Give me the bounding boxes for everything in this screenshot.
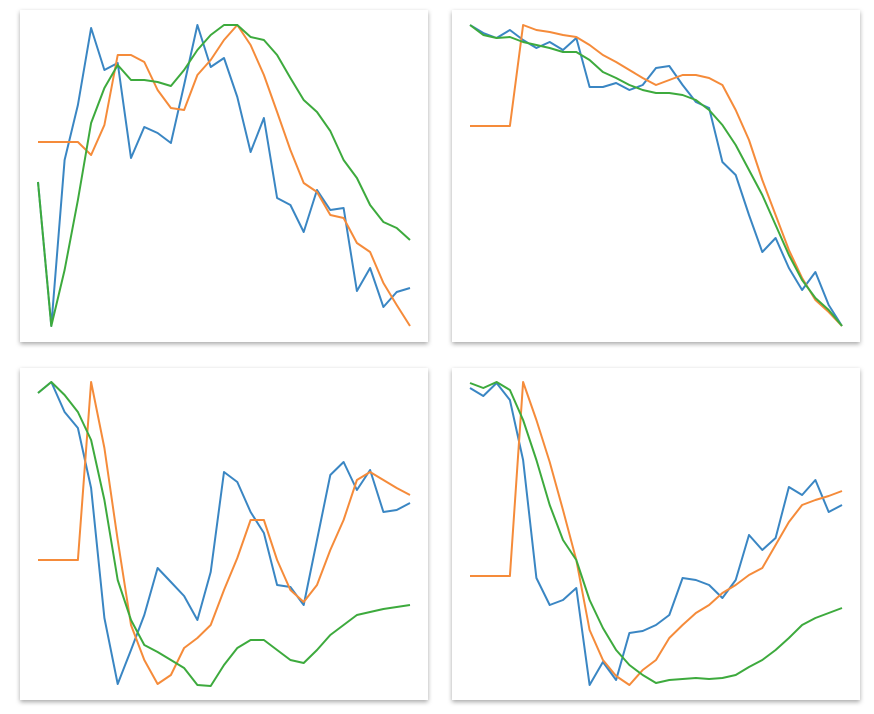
line-series bbox=[470, 24, 843, 327]
line-series bbox=[469, 24, 843, 327]
line-series bbox=[37, 381, 411, 687]
chart-card bbox=[452, 10, 860, 342]
line-series bbox=[469, 24, 843, 327]
line-series bbox=[38, 24, 411, 327]
line-series bbox=[469, 381, 843, 684]
line-series bbox=[37, 381, 411, 685]
line-series bbox=[37, 24, 411, 327]
line-series bbox=[37, 24, 411, 327]
line-series bbox=[469, 382, 843, 686]
line-series bbox=[38, 381, 411, 685]
line-series bbox=[470, 381, 843, 686]
